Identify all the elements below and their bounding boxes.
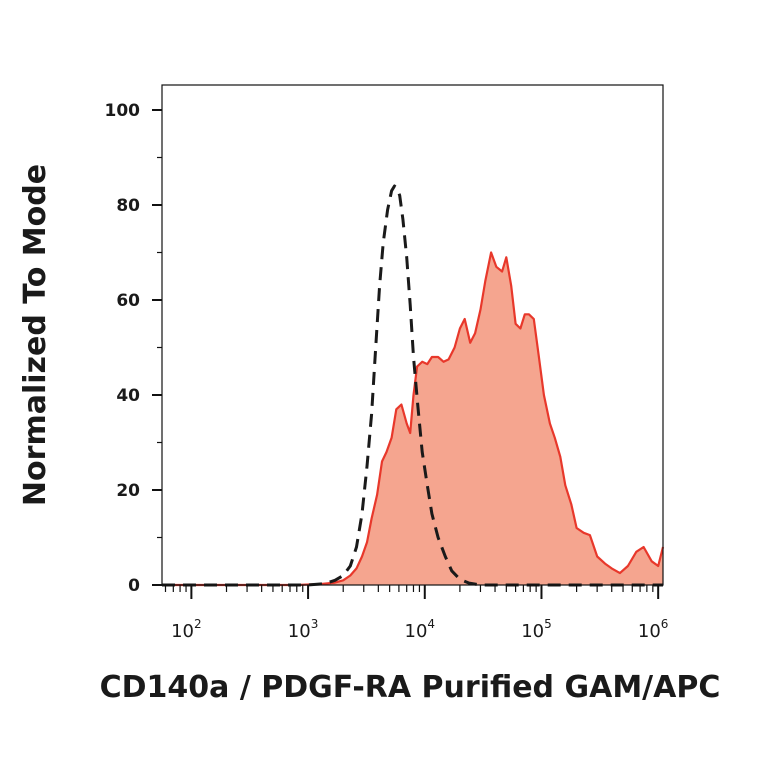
x-tick-label: 106 xyxy=(638,617,669,642)
x-tick-exponent: 4 xyxy=(427,617,435,631)
x-tick-label: 105 xyxy=(521,617,552,642)
x-tick-base: 10 xyxy=(171,621,194,642)
plot-frame xyxy=(161,84,664,586)
x-tick-base: 10 xyxy=(638,621,661,642)
x-tick-label: 103 xyxy=(288,617,319,642)
x-tick-base: 10 xyxy=(521,621,544,642)
x-tick-exponent: 3 xyxy=(311,617,319,631)
y-tick-label: 100 xyxy=(105,101,141,121)
plot-area xyxy=(162,184,665,587)
series-1-line xyxy=(162,184,663,587)
series-0-line xyxy=(162,251,665,587)
y-tick-label: 60 xyxy=(116,291,140,311)
y-tick-label: 0 xyxy=(128,576,140,596)
x-tick-base: 10 xyxy=(405,621,428,642)
x-tick-label: 102 xyxy=(171,617,202,642)
y-tick-label: 80 xyxy=(116,196,140,216)
x-axis-title: CD140a / PDGF-RA Purified GAM/APC xyxy=(100,670,721,705)
x-tick-exponent: 5 xyxy=(544,617,552,631)
x-tick-label: 104 xyxy=(405,617,436,642)
x-tick-exponent: 6 xyxy=(661,617,669,631)
x-tick-exponent: 2 xyxy=(194,617,202,631)
y-tick-label: 40 xyxy=(116,386,140,406)
y-tick-label: 20 xyxy=(116,481,140,501)
y-axis-title: Normalized To Mode xyxy=(18,164,53,506)
x-tick-base: 10 xyxy=(288,621,311,642)
